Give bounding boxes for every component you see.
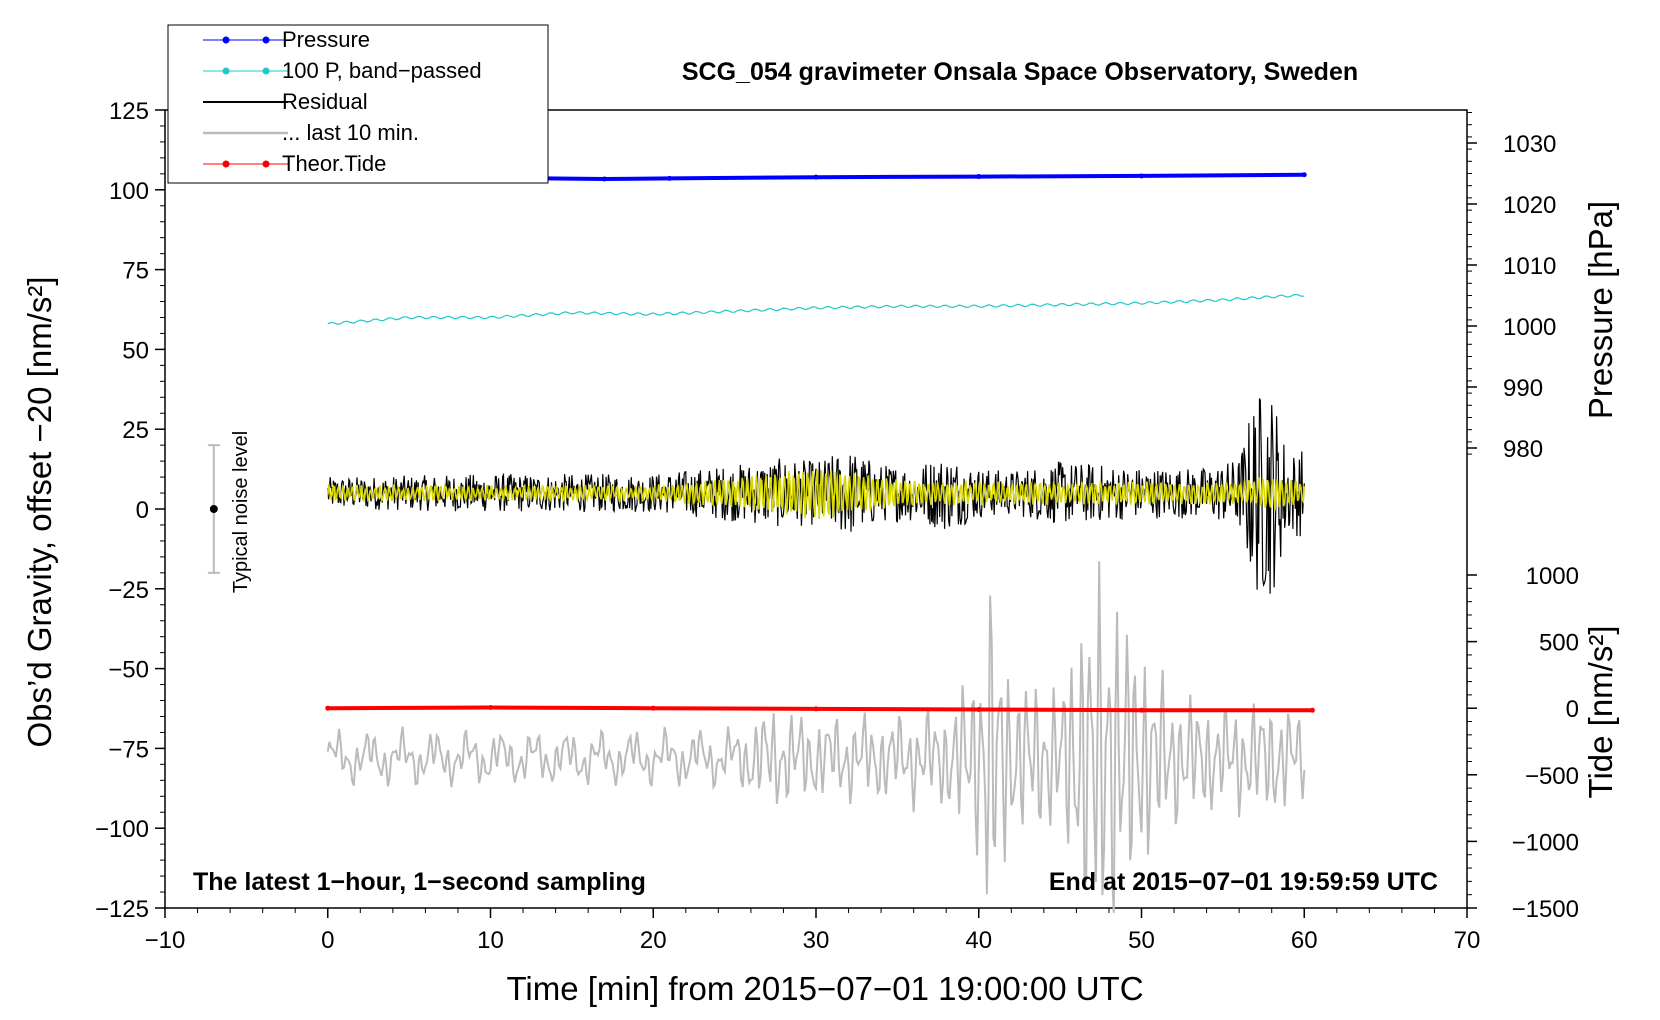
legend-marker: [262, 67, 270, 75]
x-tick-label: 0: [321, 927, 334, 954]
tide-point: [488, 705, 493, 711]
pressure-tick-label: 1030: [1503, 131, 1556, 158]
series-theor-tide: [327, 705, 1313, 713]
legend-marker: [262, 160, 270, 168]
y-left-tick-label: 25: [122, 417, 149, 444]
tide-point: [976, 707, 982, 713]
pressure-tick-label: 1010: [1503, 253, 1556, 280]
x-tick-label: 20: [640, 927, 667, 954]
tide-tick-label: 500: [1539, 630, 1579, 657]
series-band-passed: [327, 293, 1305, 325]
legend-label: Residual: [282, 89, 368, 114]
legend: Pressure 100 P, band−passed Residual ... la…: [167, 24, 549, 184]
legend-label: Theor.Tide: [282, 151, 386, 176]
pressure-point: [976, 174, 982, 180]
series-last-10-min: [326, 561, 1306, 913]
y-left-tick-label: −25: [108, 577, 149, 604]
x-axis-title: Time [min] from 2015−07−01 19:00:00 UTC: [506, 970, 1143, 1007]
x-tick-label: 70: [1454, 927, 1481, 954]
tide-point: [1309, 707, 1315, 713]
y-axis-title-left: Obs’d Gravity, offset −20 [nm/s²]: [21, 276, 58, 747]
pressure-point: [1139, 173, 1144, 179]
tide-point: [1139, 707, 1144, 713]
legend-box: [167, 24, 549, 184]
tide-tick-label: 1000: [1526, 563, 1579, 590]
y-left-tick-label: 75: [122, 258, 149, 285]
pressure-tick-label: 1020: [1503, 192, 1556, 219]
pressure-point: [813, 174, 819, 180]
tide-tick-label: −1500: [1512, 896, 1579, 923]
y-left-tick-label: 0: [136, 497, 149, 524]
noise-level-label: Typical noise level: [230, 431, 252, 593]
pressure-tick-label: 1000: [1503, 314, 1556, 341]
x-tick-label: −10: [145, 927, 186, 954]
annotation-sampling: The latest 1−hour, 1−second sampling: [193, 868, 646, 896]
x-tick-label: 10: [477, 927, 504, 954]
annotation-end-time: End at 2015−07−01 19:59:59 UTC: [1049, 868, 1438, 896]
y-left-tick-label: 50: [122, 337, 149, 364]
y-left-tick-label: 125: [109, 98, 149, 125]
x-tick-label: 40: [965, 927, 992, 954]
pressure-point: [1301, 172, 1307, 178]
legend-marker: [222, 160, 230, 168]
tide-point: [813, 706, 819, 712]
pressure-tick-label: 990: [1503, 375, 1543, 402]
y-left-tick-label: −125: [95, 896, 149, 923]
x-tick-label: 30: [803, 927, 830, 954]
y-left-tick-label: 100: [109, 178, 149, 205]
x-tick-label: 50: [1128, 927, 1155, 954]
plot-series: [207, 172, 1315, 913]
legend-marker: [222, 36, 230, 44]
legend-label: Pressure: [282, 27, 370, 52]
tide-point: [650, 705, 656, 711]
axis-ticks: −10 0 10 20 30 40 50 60 701251007550250−25−50−75…: [95, 98, 1579, 954]
pressure-point: [667, 175, 673, 181]
legend-marker: [222, 67, 230, 75]
tide-tick-label: 0: [1566, 696, 1579, 723]
y-axis-title-pressure: Pressure [hPa]: [1582, 201, 1619, 419]
series-residual-smoothed: [327, 469, 1306, 520]
tide-tick-label: −500: [1525, 763, 1579, 790]
y-axis-title-tide: Tide [nm/s²]: [1582, 626, 1619, 799]
y-left-tick-label: −75: [108, 736, 149, 763]
chart-title: SCG_054 gravimeter Onsala Space Observat…: [682, 58, 1358, 86]
y-left-tick-label: −100: [95, 816, 149, 843]
legend-marker: [262, 36, 270, 44]
legend-label: 100 P, band−passed: [282, 58, 482, 83]
tide-tick-label: −1000: [1512, 829, 1579, 856]
noise-bar-center: [209, 505, 218, 513]
x-tick-label: 60: [1291, 927, 1318, 954]
pressure-tick-label: 980: [1503, 436, 1543, 463]
tide-point: [325, 705, 331, 711]
legend-label: ... last 10 min.: [282, 120, 419, 145]
pressure-point: [601, 176, 607, 182]
y-left-tick-label: −50: [108, 657, 149, 684]
